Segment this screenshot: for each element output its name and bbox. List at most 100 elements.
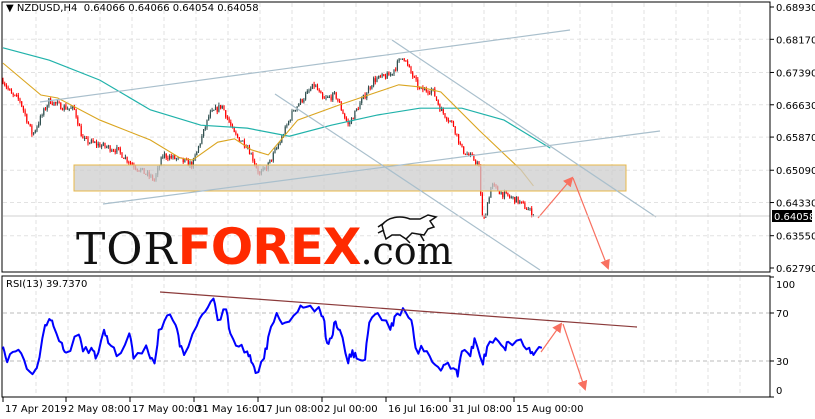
grid: [3, 3, 770, 396]
candle-body: [509, 195, 511, 198]
candle-body: [126, 157, 128, 162]
candle-body: [238, 137, 240, 142]
candle-body: [458, 134, 460, 144]
candle-body: [223, 105, 225, 111]
candle-body: [328, 96, 330, 98]
candle-body: [254, 160, 256, 165]
candle-body: [446, 117, 448, 121]
candle-body: [527, 209, 529, 211]
descending-upper-line[interactable]: [391, 39, 657, 218]
rsi-label: RSI(13) 39.7370: [6, 279, 88, 290]
candle-body: [243, 140, 245, 147]
candle-body: [276, 147, 278, 150]
candle-body: [405, 60, 407, 62]
candle-body: [235, 132, 237, 135]
support-zone[interactable]: [73, 164, 627, 192]
candle-body: [322, 93, 324, 98]
candle-body: [413, 76, 415, 78]
candle-body: [19, 98, 21, 102]
channel-upper-line[interactable]: [39, 29, 571, 103]
candle-body: [415, 76, 417, 80]
candle-body: [73, 106, 75, 110]
candle-body: [306, 90, 308, 94]
candle-body: [84, 137, 86, 139]
channel-lower-line[interactable]: [102, 130, 661, 205]
candle-body: [119, 148, 121, 153]
candle-body: [510, 197, 512, 199]
candle-body: [490, 187, 492, 198]
candle-body: [298, 104, 300, 107]
candle-body: [390, 74, 392, 76]
candle-body: [192, 159, 194, 168]
candle-body: [386, 72, 388, 79]
candle-body: [9, 88, 11, 90]
candle-body: [203, 129, 205, 137]
candle-body: [218, 105, 220, 112]
candle-body: [225, 110, 227, 118]
candle-body: [213, 109, 215, 111]
candle-body: [519, 201, 521, 204]
candle-body: [237, 134, 239, 138]
arrow-up[interactable]: [537, 176, 574, 219]
candle-body: [332, 92, 334, 101]
candle-body: [82, 136, 84, 139]
candle-body: [131, 162, 133, 165]
candle-body: [345, 117, 347, 121]
candle-body: [204, 127, 206, 130]
candle-body: [65, 105, 67, 110]
candle-body: [58, 102, 60, 104]
candle-body: [401, 58, 404, 60]
candle-body: [211, 110, 213, 112]
candle-body: [449, 120, 451, 122]
candle-body: [279, 142, 281, 145]
rsi-trendline[interactable]: [159, 291, 638, 328]
time-tick-label: 2 Jul 00:00: [324, 404, 378, 415]
candle-body: [186, 159, 188, 161]
rsi-axis: 100 70 30 0: [770, 276, 795, 398]
candle-body: [507, 192, 509, 196]
candle-body: [14, 94, 16, 96]
candle-body: [123, 157, 125, 159]
candle-body: [452, 121, 455, 127]
candle-body: [272, 152, 274, 161]
candle-body: [384, 75, 387, 79]
arrow-down[interactable]: [572, 177, 610, 270]
descending-lower-line[interactable]: [274, 93, 541, 271]
price-tick-label: 0.66630: [776, 101, 815, 112]
candle-body: [305, 93, 307, 100]
triangle-down-icon[interactable]: ▼: [6, 3, 17, 14]
rsi-arrow-down[interactable]: [562, 323, 588, 391]
candle-body: [424, 88, 426, 91]
moving-averages: [2, 47, 551, 187]
ma-slow-line: [2, 47, 551, 149]
current-price-tag: 0.64058: [772, 210, 815, 223]
candle-body: [112, 150, 115, 152]
candle-body: [427, 91, 429, 94]
candle-body: [524, 202, 526, 209]
rsi-arrow-up[interactable]: [540, 322, 563, 353]
candle-body: [53, 102, 55, 105]
candle-body: [352, 118, 354, 120]
candle-body: [475, 160, 477, 164]
candle-body: [333, 92, 336, 94]
candle-body: [463, 146, 465, 154]
candle-body: [429, 93, 431, 95]
candle-body: [78, 124, 81, 127]
candle-body: [5, 85, 7, 88]
candle-body: [522, 201, 524, 203]
candle-body: [72, 106, 74, 108]
candle-body: [289, 120, 291, 122]
candle-body: [177, 157, 179, 159]
candle-body: [435, 96, 438, 101]
forecast-arrows: [537, 176, 610, 270]
candle-body: [471, 153, 473, 156]
candle-body: [196, 151, 198, 156]
candle-body: [325, 97, 327, 99]
candle-body: [379, 75, 381, 77]
price-tick-label: 0.65870: [776, 133, 815, 144]
candle-body: [231, 125, 234, 127]
time-tick-label: 17 May 00:00: [132, 404, 201, 415]
candle-body: [422, 87, 424, 91]
candle-body: [514, 196, 516, 203]
